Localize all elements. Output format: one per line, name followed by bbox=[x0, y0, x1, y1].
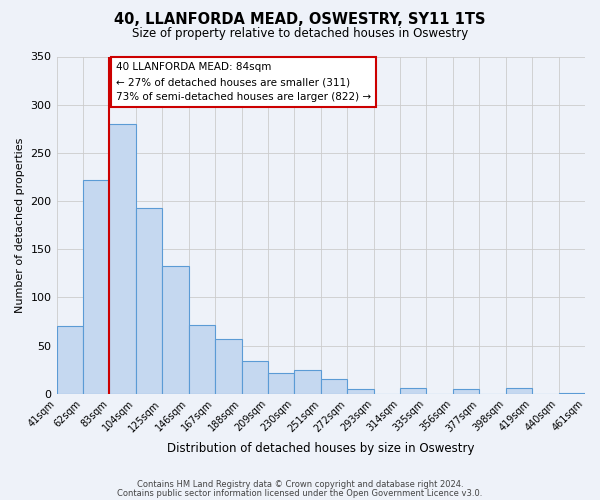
Bar bbox=[242, 361, 268, 394]
Bar bbox=[268, 372, 295, 394]
Text: 40 LLANFORDA MEAD: 84sqm
← 27% of detached houses are smaller (311)
73% of semi-: 40 LLANFORDA MEAD: 84sqm ← 27% of detach… bbox=[116, 62, 371, 102]
Bar bbox=[321, 380, 347, 394]
Bar bbox=[83, 180, 109, 394]
Bar bbox=[559, 393, 585, 394]
Bar bbox=[188, 326, 215, 394]
X-axis label: Distribution of detached houses by size in Oswestry: Distribution of detached houses by size … bbox=[167, 442, 475, 455]
Text: Contains public sector information licensed under the Open Government Licence v3: Contains public sector information licen… bbox=[118, 488, 482, 498]
Bar bbox=[295, 370, 321, 394]
Bar bbox=[347, 389, 374, 394]
Bar bbox=[453, 389, 479, 394]
Bar bbox=[506, 388, 532, 394]
Text: Size of property relative to detached houses in Oswestry: Size of property relative to detached ho… bbox=[132, 28, 468, 40]
Bar bbox=[136, 208, 162, 394]
Text: 40, LLANFORDA MEAD, OSWESTRY, SY11 1TS: 40, LLANFORDA MEAD, OSWESTRY, SY11 1TS bbox=[114, 12, 486, 28]
Text: Contains HM Land Registry data © Crown copyright and database right 2024.: Contains HM Land Registry data © Crown c… bbox=[137, 480, 463, 489]
Bar bbox=[215, 339, 242, 394]
Bar bbox=[400, 388, 427, 394]
Bar bbox=[162, 266, 188, 394]
Bar bbox=[109, 124, 136, 394]
Y-axis label: Number of detached properties: Number of detached properties bbox=[15, 138, 25, 313]
Bar bbox=[56, 326, 83, 394]
